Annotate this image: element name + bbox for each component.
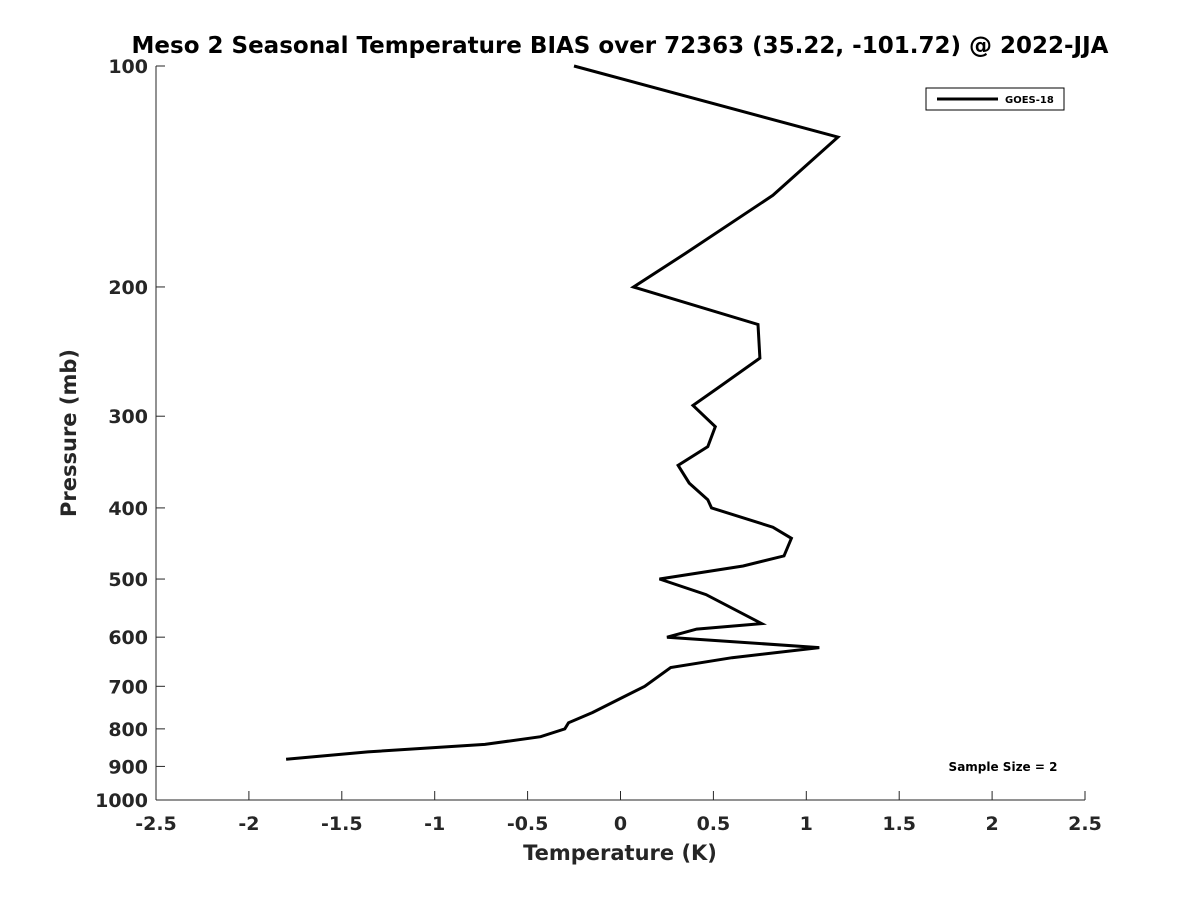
legend-label: GOES-18: [1005, 95, 1054, 106]
y-tick-label: 400: [108, 498, 148, 520]
x-axis-label: Temperature (K): [523, 841, 717, 865]
y-tick-label: 300: [108, 406, 148, 428]
x-tick-label: 0: [614, 813, 627, 835]
y-tick-label: 800: [108, 719, 148, 741]
x-tick-label: -2: [238, 813, 259, 835]
x-tick-label: 2.5: [1068, 813, 1102, 835]
y-axis: 100 200 300 400 500 600 700 800 900 1000: [95, 56, 165, 812]
x-tick-label: 2: [985, 813, 998, 835]
y-tick-label: 1000: [95, 790, 148, 812]
y-tick-label: 700: [108, 676, 148, 698]
y-tick-label: 900: [108, 756, 148, 778]
plot-area: -2.5 -2 -1.5 -1 -0.5 0 0.5 1 1.5 2 2.5 100 200 300 40…: [95, 56, 1102, 835]
y-tick-label: 500: [108, 569, 148, 591]
x-axis: -2.5 -2 -1.5 -1 -0.5 0 0.5 1 1.5 2 2.5: [135, 791, 1102, 835]
x-tick-label: 0.5: [697, 813, 731, 835]
sample-size-annotation: Sample Size = 2: [949, 760, 1058, 774]
y-tick-label: 600: [108, 627, 148, 649]
x-tick-label: -0.5: [507, 813, 549, 835]
series-line-goes-18: [285, 64, 841, 761]
legend: GOES-18: [925, 87, 1065, 111]
x-tick-label: 1.5: [882, 813, 916, 835]
y-tick-label: 100: [108, 56, 148, 78]
x-tick-label: 1: [800, 813, 813, 835]
x-tick-label: -1: [424, 813, 445, 835]
x-tick-label: -2.5: [135, 813, 177, 835]
x-tick-label: -1.5: [321, 813, 363, 835]
y-axis-label: Pressure (mb): [57, 349, 81, 517]
y-tick-label: 200: [108, 277, 148, 299]
chart-title: Meso 2 Seasonal Temperature BIAS over 72…: [132, 33, 1109, 59]
series-group: [285, 64, 841, 761]
